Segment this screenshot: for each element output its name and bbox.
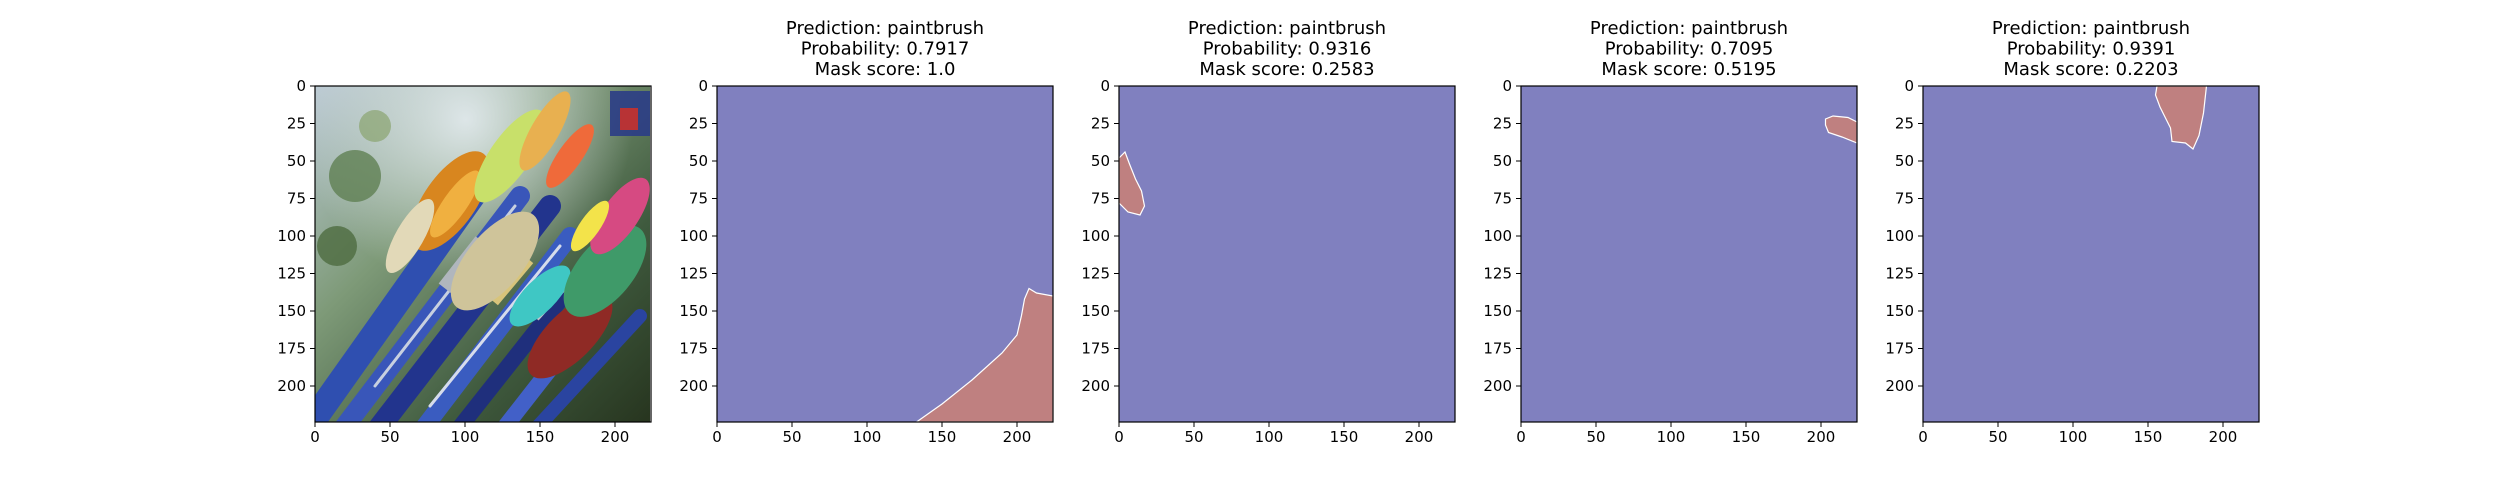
x-tick-label: 0	[1516, 428, 1526, 446]
y-tick-label: 125	[679, 265, 708, 283]
y-tick-label: 200	[277, 377, 306, 395]
y-tick-label: 25	[287, 115, 306, 133]
y-tick-label: 100	[1483, 227, 1512, 245]
y-tick-label: 150	[1885, 302, 1914, 320]
y-tick-label: 100	[679, 227, 708, 245]
axes-frame	[314, 85, 652, 423]
panel-title-line: Probability: 0.9391	[2007, 39, 2176, 60]
x-tick-label: 0	[310, 428, 320, 446]
y-tick-label: 200	[1885, 377, 1914, 395]
panel-original: 0 50 100 150 200 0 25 50 75 100 125 150 175 200	[277, 77, 652, 446]
y-tick-label: 125	[1483, 265, 1512, 283]
y-tick-label: 25	[1493, 115, 1512, 133]
y-tick-label: 100	[1885, 227, 1914, 245]
x-tick-label: 100	[1255, 428, 1284, 446]
x-tick-label: 50	[1184, 428, 1203, 446]
axes-frame	[1118, 85, 1456, 423]
mask-background	[1119, 86, 1455, 422]
panel-title-line: Probability: 0.9316	[1203, 39, 1372, 60]
y-tick-label: 175	[1081, 340, 1110, 358]
y-tick-label: 175	[1885, 340, 1914, 358]
y-tick-label: 125	[1885, 265, 1914, 283]
x-tick-label: 100	[451, 428, 480, 446]
y-tick-label: 0	[1904, 77, 1914, 95]
panel-title-line: Mask score: 1.0	[815, 59, 956, 80]
y-tick-label: 0	[1502, 77, 1512, 95]
panel-title-line: Mask score: 0.2203	[2003, 59, 2178, 80]
y-tick-label: 50	[1091, 152, 1110, 170]
x-tick-label: 200	[2209, 428, 2238, 446]
x-tick-label: 100	[853, 428, 882, 446]
y-tick-label: 100	[277, 227, 306, 245]
y-tick-label: 175	[679, 340, 708, 358]
x-tick-label: 150	[928, 428, 957, 446]
x-tick-label: 0	[1918, 428, 1928, 446]
panel-title-line: Probability: 0.7095	[1605, 39, 1774, 60]
y-tick-label: 150	[277, 302, 306, 320]
y-tick-label: 75	[287, 190, 306, 208]
x-tick-label: 0	[1114, 428, 1124, 446]
axes-frame	[1922, 85, 2260, 423]
panel-title-line: Prediction: paintbrush	[1590, 18, 1788, 39]
x-tick-label: 200	[601, 428, 630, 446]
panel-title-line: Mask score: 0.2583	[1199, 59, 1374, 80]
y-tick-label: 125	[277, 265, 306, 283]
y-tick-label: 50	[287, 152, 306, 170]
y-tick-label: 25	[1091, 115, 1110, 133]
y-tick-label: 125	[1081, 265, 1110, 283]
y-tick-label: 0	[296, 77, 306, 95]
predicted-mask-region	[2154, 85, 2208, 150]
x-tick-label: 50	[380, 428, 399, 446]
panel-title-line: Prediction: paintbrush	[1992, 18, 2190, 39]
y-tick-label: 25	[1895, 115, 1914, 133]
axes-frame	[716, 85, 1054, 423]
y-tick-label: 200	[1081, 377, 1110, 395]
predicted-mask-region	[1118, 150, 1146, 216]
paintbrush-photo	[315, 86, 650, 422]
x-tick-label: 100	[2059, 428, 2088, 446]
mask-background	[1923, 86, 2259, 422]
panel-title-line: Prediction: paintbrush	[786, 18, 984, 39]
y-tick-label: 75	[1895, 190, 1914, 208]
panel-title-line: Prediction: paintbrush	[1188, 18, 1386, 39]
y-tick-label: 150	[679, 302, 708, 320]
x-tick-label: 150	[526, 428, 555, 446]
y-tick-label: 150	[1483, 302, 1512, 320]
y-tick-label: 50	[1895, 152, 1914, 170]
y-tick-label: 200	[1483, 377, 1512, 395]
y-tick-label: 200	[679, 377, 708, 395]
y-tick-label: 175	[277, 340, 306, 358]
x-tick-label: 200	[1807, 428, 1836, 446]
y-tick-label: 50	[1493, 152, 1512, 170]
y-tick-label: 0	[1100, 77, 1110, 95]
x-tick-label: 50	[1988, 428, 2007, 446]
x-tick-label: 200	[1003, 428, 1032, 446]
y-tick-label: 75	[1493, 190, 1512, 208]
panel-title-line: Mask score: 0.5195	[1601, 59, 1776, 80]
x-tick-label: 50	[782, 428, 801, 446]
x-tick-label: 0	[712, 428, 722, 446]
y-tick-label: 0	[698, 77, 708, 95]
y-tick-label: 50	[689, 152, 708, 170]
x-tick-label: 100	[1657, 428, 1686, 446]
x-tick-label: 150	[1732, 428, 1761, 446]
y-tick-label: 25	[689, 115, 708, 133]
y-tick-label: 75	[1091, 190, 1110, 208]
mask-background	[1521, 86, 1857, 422]
x-tick-label: 50	[1586, 428, 1605, 446]
y-tick-label: 150	[1081, 302, 1110, 320]
y-tick-label: 100	[1081, 227, 1110, 245]
x-tick-label: 150	[2134, 428, 2163, 446]
panel-title-line: Probability: 0.7917	[801, 39, 970, 60]
x-tick-label: 200	[1405, 428, 1434, 446]
y-tick-label: 175	[1483, 340, 1512, 358]
y-tick-label: 75	[689, 190, 708, 208]
x-tick-label: 150	[1330, 428, 1359, 446]
axes-frame	[1520, 85, 1858, 423]
